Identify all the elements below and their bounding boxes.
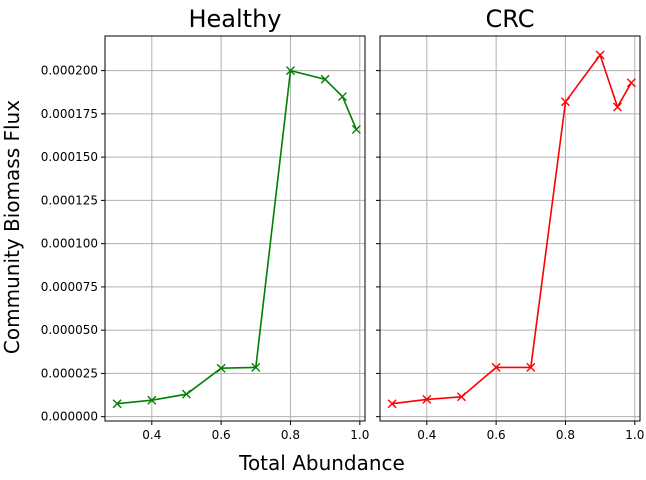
data-point-marker (181, 389, 191, 399)
y-axis-label: Community Biomass Flux (0, 100, 24, 354)
x-tick-label: 1.0 (625, 428, 644, 442)
data-point-marker (337, 92, 347, 102)
data-point-marker (351, 124, 361, 134)
plot-frame (379, 35, 641, 422)
panel-0: Healthy 0.4 0.6 0.8 1.0 0.000000 0.000025 0.000… (41, 5, 370, 442)
plot-frame (104, 35, 366, 422)
data-point-marker (147, 395, 157, 405)
data-point-marker (387, 399, 397, 409)
x-tick-label: 0.4 (417, 428, 436, 442)
data-point-marker (320, 74, 330, 84)
y-tick-label: 0.000025 (41, 366, 98, 380)
x-tick-label: 1.0 (350, 428, 369, 442)
x-tick-label: 0.6 (487, 428, 506, 442)
data-point-marker (456, 392, 466, 402)
x-tick-label: 0.8 (556, 428, 575, 442)
y-tick-label: 0.000000 (41, 410, 98, 424)
series-line (392, 53, 632, 405)
panel-title: Healthy (188, 5, 281, 33)
y-tick-label: 0.000100 (41, 237, 98, 251)
data-point-marker (626, 78, 636, 88)
data-point-marker (491, 362, 501, 372)
y-tick-label: 0.000050 (41, 323, 98, 337)
y-tick-label: 0.000175 (41, 107, 98, 121)
x-tick-label: 0.8 (281, 428, 300, 442)
data-point-marker (612, 102, 622, 112)
data-point-marker (251, 362, 261, 372)
data-point-marker (216, 363, 226, 373)
x-axis-label: Total Abundance (238, 451, 405, 475)
y-tick-label: 0.000125 (41, 193, 98, 207)
y-tick-label: 0.000200 (41, 64, 98, 78)
series-line (117, 69, 358, 405)
panel-1: CRC 0.4 0.6 0.8 1.0 (376, 5, 644, 442)
data-point-marker (285, 66, 295, 76)
data-point-marker (112, 399, 122, 409)
y-tick-label: 0.000150 (41, 150, 98, 164)
data-point-marker (595, 50, 605, 60)
x-tick-label: 0.4 (142, 428, 161, 442)
data-point-marker (422, 394, 432, 404)
y-tick-label: 0.000075 (41, 280, 98, 294)
x-tick-label: 0.6 (212, 428, 231, 442)
data-point-marker (560, 97, 570, 107)
panel-title: CRC (486, 5, 535, 33)
data-point-marker (526, 362, 536, 372)
